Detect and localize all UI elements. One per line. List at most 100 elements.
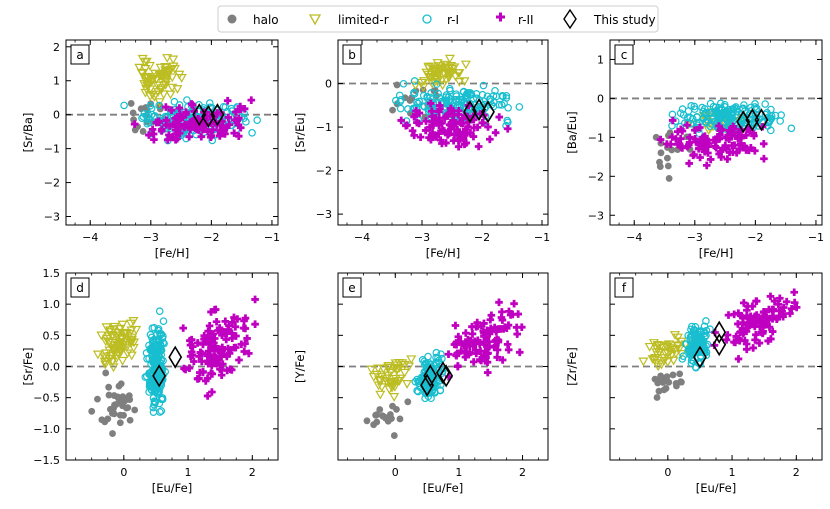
point-r-II	[735, 128, 743, 137]
x-tick-label: −3	[414, 231, 430, 244]
point-r-II	[422, 117, 430, 125]
point-r-I	[467, 90, 476, 99]
point-r-II	[173, 134, 181, 143]
point-r-II	[482, 353, 490, 362]
point-limited-r	[172, 85, 183, 94]
point-r-I	[490, 98, 498, 107]
point-r-II	[478, 119, 487, 127]
point-r-II	[172, 120, 181, 128]
point-r-I	[699, 107, 708, 116]
y-tick-label: −2	[588, 170, 604, 183]
y-tick-label: −0.5	[33, 392, 60, 405]
point-r-II	[677, 125, 685, 134]
point-r-I	[504, 103, 512, 112]
point-limited-r	[160, 63, 171, 73]
point-r-II	[201, 377, 210, 385]
point-r-II	[503, 124, 512, 133]
point-r-II	[735, 337, 744, 345]
panel-e: 0 1 2 [Eu/Fe] [Y/Fe] e	[293, 272, 549, 495]
x-axis-label: [Eu/Fe]	[152, 481, 192, 495]
point-limited-r	[380, 374, 391, 384]
point-r-I	[442, 96, 451, 104]
point-r-II	[714, 132, 722, 141]
point-halo	[373, 418, 381, 426]
legend-label-limited-r: limited-r	[338, 13, 389, 27]
point-r-II	[174, 116, 183, 125]
point-r-I	[139, 113, 148, 121]
point-r-I	[491, 86, 499, 95]
point-r-II	[744, 322, 753, 331]
x-tick-label: −4	[626, 231, 642, 244]
point-this-study	[168, 345, 183, 369]
point-r-I	[410, 90, 419, 98]
point-r-II	[723, 331, 732, 339]
point-r-II	[723, 155, 732, 163]
point-r-II	[227, 346, 235, 354]
point-r-II	[685, 138, 694, 147]
point-limited-r	[386, 378, 397, 387]
point-r-I	[151, 340, 159, 349]
point-r-II	[696, 123, 704, 132]
point-limited-r	[107, 357, 118, 367]
point-r-II	[486, 315, 495, 324]
point-limited-r	[676, 350, 687, 359]
point-limited-r	[416, 78, 427, 88]
y-tick-label: −1	[44, 143, 60, 156]
point-r-II	[712, 143, 720, 152]
point-r-II	[465, 118, 473, 126]
scatter-points	[120, 54, 261, 145]
point-r-I	[120, 101, 128, 110]
point-r-II	[434, 129, 443, 138]
panel-f: 0 1 2 [Eu/Fe] [Zr/Fe] f	[565, 272, 823, 495]
point-halo	[104, 415, 112, 423]
point-limited-r	[663, 340, 675, 350]
point-r-II	[743, 306, 751, 315]
panel-letter-box	[614, 44, 634, 65]
point-r-I	[688, 115, 697, 123]
point-limited-r	[124, 330, 135, 339]
point-r-I	[396, 104, 405, 113]
point-halo	[94, 395, 101, 403]
point-r-II	[486, 135, 494, 144]
point-r-II	[172, 126, 180, 134]
point-r-I	[682, 340, 691, 348]
point-r-I	[676, 109, 685, 117]
point-r-I	[702, 317, 710, 325]
point-r-II	[482, 333, 491, 341]
point-r-II	[747, 144, 755, 152]
point-limited-r	[141, 85, 152, 94]
point-r-II	[219, 124, 228, 132]
point-r-II	[237, 340, 246, 349]
point-r-II	[211, 305, 220, 314]
point-r-I	[438, 367, 447, 375]
point-r-II	[412, 107, 420, 115]
point-r-II	[742, 327, 751, 336]
point-limited-r	[117, 320, 128, 330]
point-r-II	[167, 106, 176, 114]
point-r-II	[706, 155, 715, 164]
point-r-II	[215, 324, 224, 332]
point-r-II	[207, 308, 215, 316]
point-r-II	[438, 139, 446, 148]
point-r-II	[732, 332, 740, 341]
point-r-II	[776, 294, 784, 303]
point-r-II	[204, 127, 212, 136]
point-r-II	[162, 121, 170, 129]
point-limited-r	[115, 346, 126, 356]
point-r-II	[181, 365, 190, 374]
point-r-II	[447, 119, 456, 128]
point-limited-r	[399, 368, 410, 378]
point-halo	[393, 81, 401, 89]
point-r-II	[199, 122, 208, 131]
point-r-II	[150, 135, 158, 144]
point-r-I	[687, 356, 696, 365]
point-limited-r	[389, 383, 400, 392]
point-r-II	[761, 318, 770, 327]
point-limited-r	[373, 381, 384, 391]
point-r-II	[775, 306, 784, 315]
x-tick-label: 0	[664, 466, 671, 479]
point-limited-r	[141, 57, 152, 67]
point-r-II	[477, 321, 485, 330]
point-r-I	[183, 96, 191, 104]
point-r-II	[232, 332, 240, 340]
